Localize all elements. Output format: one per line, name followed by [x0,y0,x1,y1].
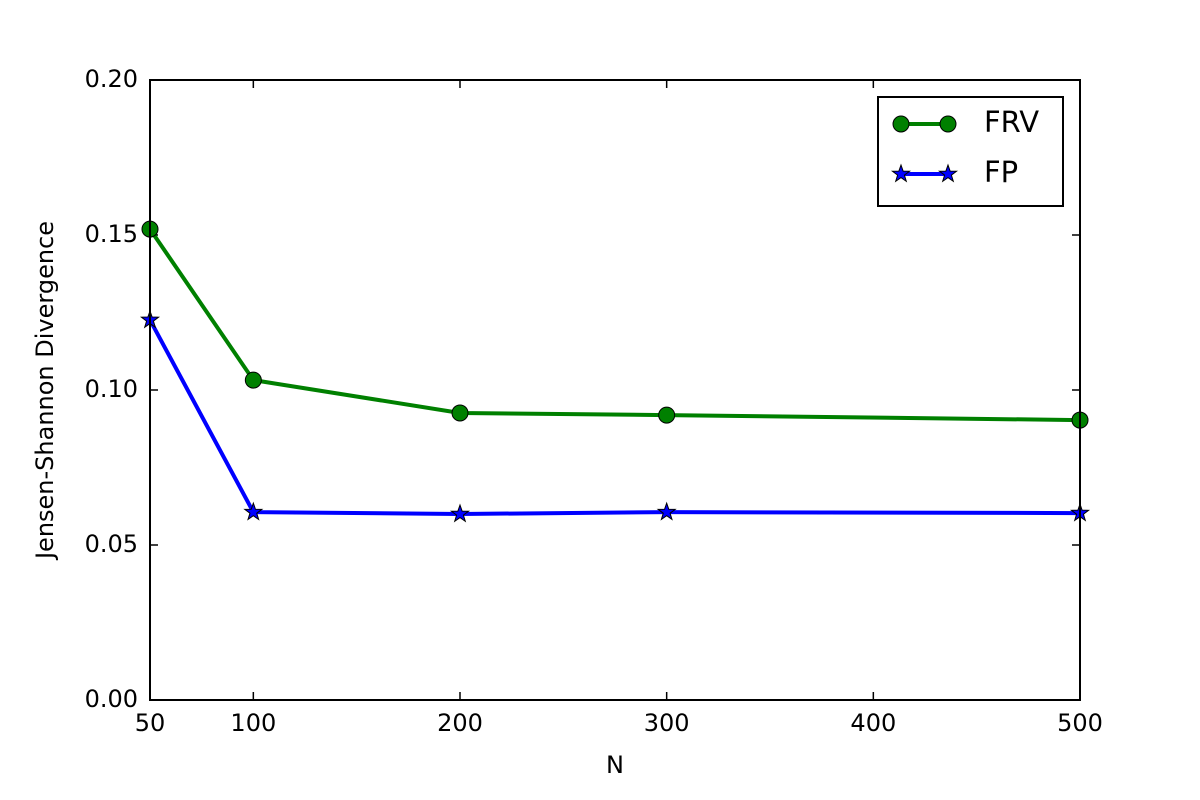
y-tick-label: 0.00 [85,685,138,713]
line [148,227,1081,423]
x-axis-label: N [606,751,624,779]
y-tick-label: 0.15 [85,220,138,248]
marker [892,115,910,133]
y-tick-label: 0.10 [85,375,138,403]
x-tick-label: 400 [850,709,896,737]
x-tick-label: 200 [437,709,483,737]
x-tick-label: 500 [1057,709,1103,737]
marker [451,404,469,422]
legend-label: FRV [984,105,1039,139]
x-tick-label: 100 [230,709,276,737]
plot-frame [149,79,1081,701]
marker [244,371,262,389]
y-axis-label: Jensen-Shannon Divergence [31,221,59,561]
marker [939,115,957,133]
marker [656,501,677,521]
y-tick-label: 0.05 [85,530,138,558]
marker [449,503,471,523]
marker [658,406,676,424]
x-tick-label: 300 [644,709,690,737]
x-tick-label: 50 [135,709,166,737]
marker [937,163,959,183]
legend-label: FP [984,155,1018,189]
y-tick-label: 0.20 [85,65,138,93]
legend-box [877,96,1064,207]
marker [243,501,264,521]
marker [890,163,912,183]
